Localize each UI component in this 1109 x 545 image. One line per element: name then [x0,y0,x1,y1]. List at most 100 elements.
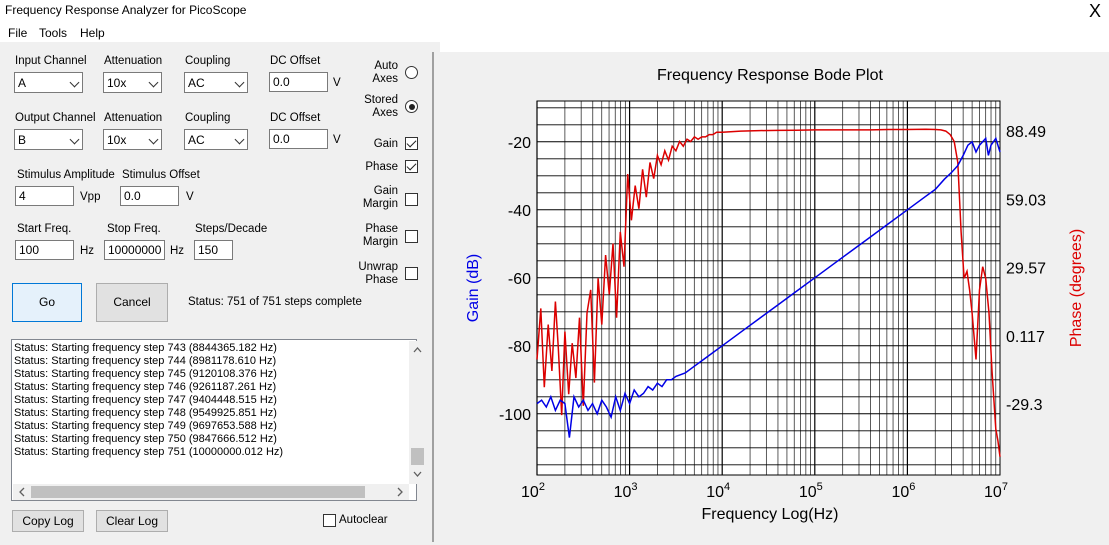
x-tick-label: 104 [706,481,730,501]
chevron-left-icon [19,487,25,497]
output-channel-label: Output Channel [15,112,96,124]
chart-title: Frequency Response Bode Plot [657,67,883,84]
y-right-tick-label: 29.57 [1006,261,1046,278]
autoclear-label: Autoclear [339,514,388,526]
bode-plot: Frequency Response Bode Plot -20 -40 -60 -8… [465,67,1085,523]
chevron-down-icon [64,130,82,149]
status-log[interactable]: Status: Starting frequency step 743 (884… [11,339,426,501]
output-coupling-value: AC [188,133,205,147]
horizontal-scrollbar-graphics [19,486,403,498]
panel-splitter[interactable] [429,42,440,545]
unwrap-phase-label: Unwrap Phase [352,261,398,287]
auto-axes-label-line2: Axes [372,73,398,85]
title-bar: Frequency Response Analyzer for PicoScop… [0,0,1109,22]
vertical-scrollbar-graphics [411,347,424,477]
close-icon[interactable]: X [1088,1,1101,21]
plot-frame [536,100,1001,476]
phase-checkbox[interactable] [405,160,418,173]
phase-checkbox-label: Phase [365,161,398,173]
plot-ticks: -20 -40 -60 -80 -100 88.49 59.03 29.57 0.117 -29.… [499,124,1046,501]
cancel-button[interactable]: Cancel [96,283,168,322]
x-tick-label: 106 [891,481,915,501]
stimulus-amplitude-unit: Vpp [80,191,101,203]
y-axis-right-label: Phase (degrees) [1068,229,1085,347]
scroll-thumb [411,448,424,465]
input-coupling-select[interactable]: AC [184,72,248,93]
vertical-scrollbar[interactable] [409,341,426,484]
stop-freq-label: Stop Freq. [107,223,161,235]
gain-margin-label-line1: Gain [373,185,398,197]
status-text: Status: 751 of 751 steps complete [188,296,362,308]
chevron-right-icon [397,487,403,497]
plot-background [537,101,1000,475]
list-item: Status: Starting frequency step 747 (940… [14,394,277,406]
input-channel-select[interactable]: A [14,72,83,93]
output-dc-unit: V [333,134,341,146]
gain-series-line [536,136,1001,438]
stimulus-offset-field[interactable]: 0.0 [120,186,179,206]
stored-axes-label-line2: Axes [372,107,398,119]
menu-tools[interactable]: Tools [39,26,68,40]
y-left-tick-label: -20 [508,135,531,152]
start-freq-field[interactable]: 100 [15,240,74,260]
y-right-tick-label: 0.117 [1006,329,1045,346]
input-attenuation-label: Attenuation [104,55,163,67]
input-dc-offset-label: DC Offset [270,55,321,67]
clear-log-button[interactable]: Clear Log [96,510,168,532]
window-title: Frequency Response Analyzer for PicoScop… [5,3,247,17]
stimulus-amplitude-field[interactable]: 4 [15,186,74,206]
autoclear-checkbox[interactable] [323,514,336,527]
list-item: Status: Starting frequency step 748 (954… [14,407,277,419]
y-axis-left-label: Gain (dB) [465,254,482,322]
input-dc-unit: V [333,77,341,89]
chevron-down-icon [143,130,161,149]
input-dc-offset-field[interactable]: 0.0 [269,72,328,92]
gain-margin-checkbox[interactable] [405,193,418,206]
gain-checkbox[interactable] [405,137,418,150]
stop-freq-field[interactable]: 10000000 [104,240,165,260]
start-freq-unit: Hz [80,245,95,257]
output-coupling-select[interactable]: AC [184,129,248,150]
output-attenuation-value: 10x [107,133,127,147]
stimulus-amplitude-label: Stimulus Amplitude [17,169,115,181]
menu-help[interactable]: Help [80,26,105,40]
gain-checkbox-label: Gain [373,138,398,150]
output-channel-select[interactable]: B [14,129,83,150]
output-coupling-label: Coupling [185,112,231,124]
output-dc-offset-field[interactable]: 0.0 [269,129,328,149]
list-item: Status: Starting frequency step 750 (984… [14,433,277,445]
y-left-tick-label: -40 [508,203,531,220]
input-attenuation-select[interactable]: 10x [103,72,162,93]
horizontal-scrollbar[interactable] [13,484,409,500]
stimulus-offset-unit: V [186,191,194,203]
copy-log-button[interactable]: Copy Log [12,510,84,532]
unwrap-phase-checkbox[interactable] [405,267,418,280]
plot-series [536,128,1001,457]
stored-axes-radio[interactable] [405,100,418,113]
stored-axes-label-line1: Stored [364,94,398,106]
menu-file[interactable]: File [8,26,28,40]
steps-per-decade-field[interactable]: 150 [194,240,233,260]
start-freq-label: Start Freq. [17,223,72,235]
auto-axes-label: Auto Axes [352,60,398,86]
input-coupling-label: Coupling [185,55,231,67]
scroll-thumb [31,486,365,498]
output-attenuation-select[interactable]: 10x [103,129,162,150]
list-item: Status: Starting frequency step 745 (912… [14,368,277,380]
steps-per-decade-label: Steps/Decade [195,223,268,235]
gain-margin-label-line2: Margin [362,198,398,210]
auto-axes-label-line1: Auto [374,60,398,72]
auto-axes-radio[interactable] [405,66,418,79]
list-item: Status: Starting frequency step 751 (100… [14,446,284,458]
list-item: Status: Starting frequency step 744 (898… [14,355,277,367]
x-tick-label: 102 [521,481,545,501]
input-channel-label: Input Channel [15,55,87,67]
chevron-down-icon [143,73,161,92]
y-left-tick-label: -80 [508,339,531,356]
phase-margin-label-line1: Phase [365,223,398,235]
phase-margin-checkbox[interactable] [405,230,418,243]
chevron-down-icon [229,130,247,149]
x-tick-label: 107 [984,481,1008,501]
output-attenuation-label: Attenuation [104,112,163,124]
go-button[interactable]: Go [12,283,82,322]
